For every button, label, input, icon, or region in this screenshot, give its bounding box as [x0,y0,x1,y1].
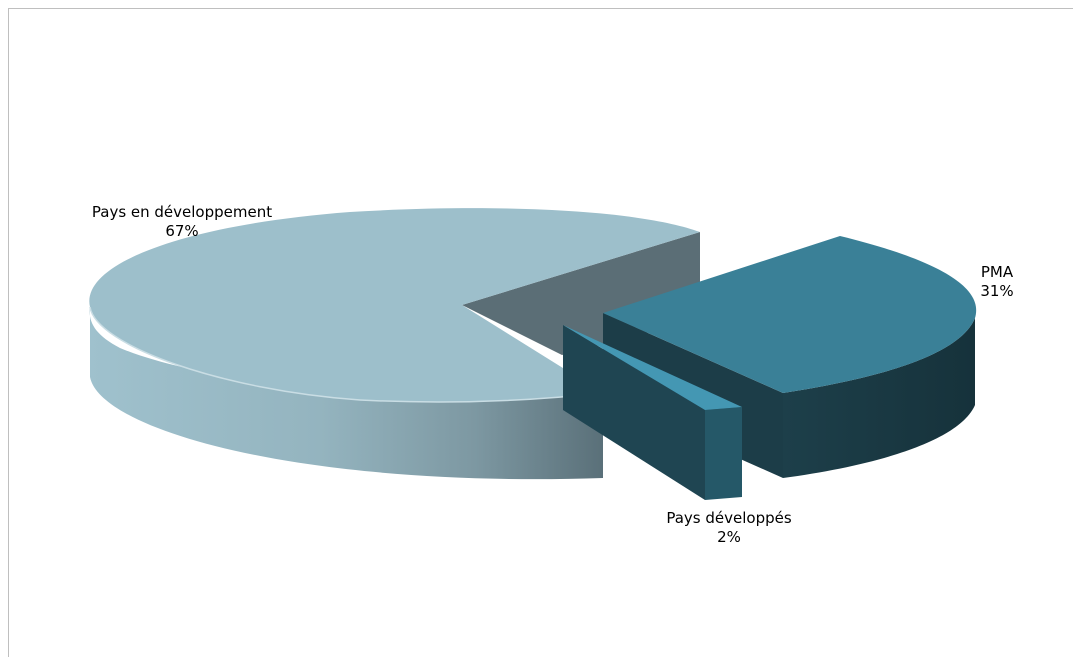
label-name-pays-developpes: Pays développés [666,509,791,527]
slice-edge-pays-en-developpement [89,306,604,403]
slice-top-pays-developpes [563,325,742,410]
label-value-pma: 31% [980,282,1013,300]
label-value-pays-developpes: 2% [717,528,741,546]
slice-face-pays-developpes [563,325,705,500]
slice-top-pays-en-developpement [89,208,701,403]
slice-top-pma [603,236,977,393]
label-value-pays-en-developpement: 67% [165,222,198,240]
label-name-pma: PMA [981,263,1014,281]
pie-slice-pays-developpes [563,325,742,500]
label-name-pays-en-developpement: Pays en développement [92,203,272,221]
slice-side-pays-developpes [705,407,742,500]
slice-side-pma [783,318,975,478]
pie-slice-pays-en-developpement [89,208,701,480]
